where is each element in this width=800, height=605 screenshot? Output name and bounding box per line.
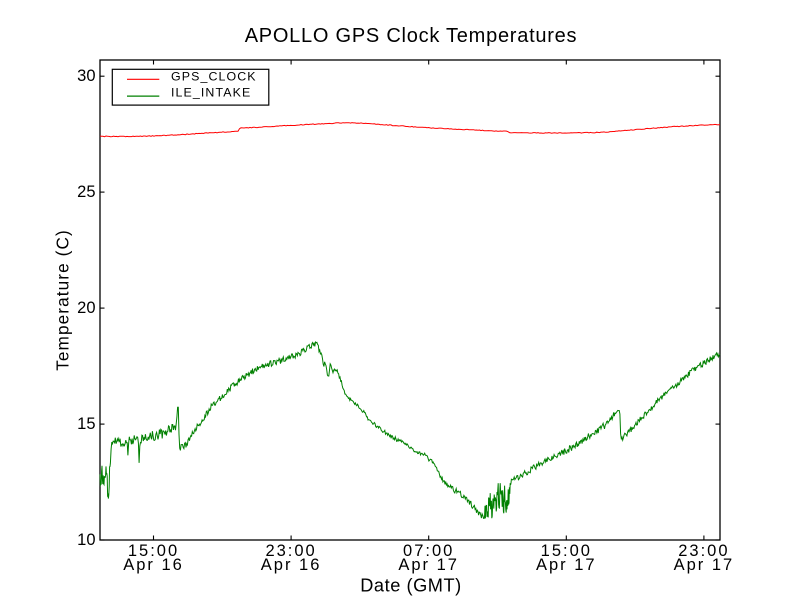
svg-text:15:00: 15:00 bbox=[128, 542, 179, 560]
svg-text:10: 10 bbox=[77, 531, 95, 549]
svg-text:Apr 17: Apr 17 bbox=[674, 556, 735, 574]
svg-text:Apr 16: Apr 16 bbox=[123, 556, 184, 574]
svg-text:Apr 17: Apr 17 bbox=[536, 556, 597, 574]
svg-text:Apr 17: Apr 17 bbox=[398, 556, 459, 574]
svg-text:GPS_CLOCK: GPS_CLOCK bbox=[171, 70, 257, 84]
svg-text:25: 25 bbox=[77, 183, 95, 201]
svg-text:Temperature (C): Temperature (C) bbox=[53, 229, 73, 371]
svg-text:APOLLO GPS Clock Temperatures: APOLLO GPS Clock Temperatures bbox=[245, 25, 578, 47]
svg-text:15:00: 15:00 bbox=[541, 542, 592, 560]
svg-text:ILE_INTAKE: ILE_INTAKE bbox=[171, 86, 251, 100]
svg-text:20: 20 bbox=[77, 299, 95, 317]
svg-text:15: 15 bbox=[77, 415, 95, 433]
svg-text:23:00: 23:00 bbox=[678, 542, 729, 560]
svg-text:07:00: 07:00 bbox=[403, 542, 454, 560]
svg-text:Date (GMT): Date (GMT) bbox=[360, 576, 462, 596]
svg-text:23:00: 23:00 bbox=[265, 542, 316, 560]
svg-text:30: 30 bbox=[77, 67, 95, 85]
svg-text:Apr 16: Apr 16 bbox=[261, 556, 322, 574]
